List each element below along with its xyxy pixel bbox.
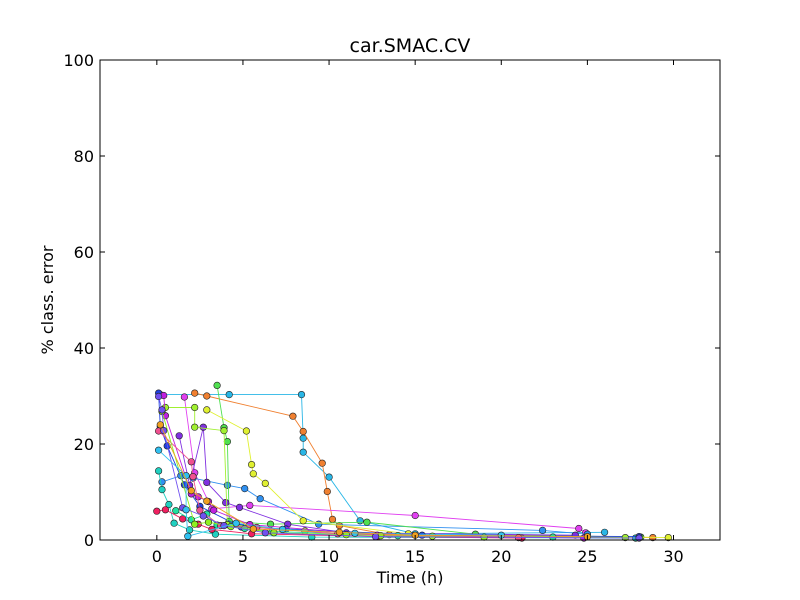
x-tick-label: 30 xyxy=(663,547,683,566)
x-tick-label: 10 xyxy=(319,547,339,566)
y-tick-label: 0 xyxy=(84,531,94,550)
data-point xyxy=(297,391,306,399)
data-point xyxy=(156,421,164,429)
data-point xyxy=(261,529,269,537)
data-point xyxy=(203,406,211,414)
data-point xyxy=(155,467,163,475)
data-point xyxy=(289,412,297,420)
data-point xyxy=(538,526,547,535)
x-tick-label: 15 xyxy=(405,547,425,566)
data-point xyxy=(153,507,161,515)
data-point xyxy=(225,391,233,399)
data-point xyxy=(158,486,166,494)
data-point xyxy=(170,519,178,527)
y-tick-label: 80 xyxy=(74,147,94,166)
data-point xyxy=(223,481,231,489)
series-1 xyxy=(191,389,657,542)
data-point xyxy=(575,524,583,533)
data-point xyxy=(261,479,269,488)
y-tick-label: 60 xyxy=(74,243,94,262)
data-point xyxy=(211,530,219,538)
data-point xyxy=(664,533,672,542)
data-point xyxy=(203,497,211,505)
data-point xyxy=(249,525,257,533)
data-point xyxy=(372,532,380,541)
data-point xyxy=(411,511,419,520)
data-point xyxy=(328,515,337,524)
data-point xyxy=(600,528,609,536)
series-6 xyxy=(155,467,640,542)
data-point xyxy=(199,423,207,431)
data-point xyxy=(279,525,287,534)
data-point xyxy=(210,506,218,514)
data-point xyxy=(213,381,221,390)
data-point xyxy=(158,478,166,486)
data-point xyxy=(223,438,231,446)
data-point xyxy=(172,507,180,515)
data-point xyxy=(196,506,204,514)
series-line xyxy=(206,409,669,539)
data-point xyxy=(191,389,199,397)
data-point xyxy=(180,393,188,401)
data-point xyxy=(232,519,240,527)
y-tick-label: 40 xyxy=(74,339,94,358)
x-tick-label: 5 xyxy=(238,547,248,566)
data-point xyxy=(179,515,187,523)
data-point xyxy=(191,520,199,528)
data-point xyxy=(242,427,250,435)
x-axis-label: Time (h) xyxy=(376,568,444,587)
plot-frame xyxy=(99,59,721,541)
data-point xyxy=(315,520,323,528)
data-point xyxy=(318,459,326,467)
data-point xyxy=(248,461,256,469)
data-point xyxy=(299,427,307,436)
data-point xyxy=(299,517,307,525)
plot-area xyxy=(100,60,720,540)
data-point xyxy=(189,473,197,481)
data-point xyxy=(241,485,249,493)
data-point xyxy=(191,403,199,412)
data-point xyxy=(184,532,192,540)
data-point xyxy=(175,432,183,440)
data-point xyxy=(325,473,333,481)
y-tick-label: 20 xyxy=(74,435,94,454)
data-point xyxy=(256,495,264,503)
x-tick-label: 0 xyxy=(152,547,162,566)
y-tick-label: 100 xyxy=(63,51,94,70)
data-point xyxy=(155,392,163,401)
tick-layer: 0 5 10 15 20 25 30 0 20 40 60 80 100 xyxy=(63,51,720,566)
data-point xyxy=(187,458,195,466)
data-point xyxy=(220,427,228,435)
series-layer xyxy=(153,381,672,542)
data-point xyxy=(158,406,166,414)
data-point xyxy=(155,446,163,454)
data-point xyxy=(235,503,244,512)
data-point xyxy=(187,487,195,495)
data-point xyxy=(299,448,307,456)
data-point xyxy=(203,392,211,400)
data-point xyxy=(549,533,557,541)
data-point xyxy=(323,487,331,496)
data-point xyxy=(246,501,254,510)
x-tick-label: 20 xyxy=(491,547,511,566)
data-point xyxy=(182,506,190,514)
y-axis-label: % class. error xyxy=(38,245,57,354)
data-point xyxy=(249,470,257,478)
data-point xyxy=(222,499,230,507)
series-7 xyxy=(175,423,579,539)
data-point xyxy=(363,518,371,526)
series-5 xyxy=(203,406,672,542)
data-point xyxy=(161,506,169,514)
data-point xyxy=(165,500,173,509)
data-point xyxy=(356,517,364,525)
chart-title: car.SMAC.CV xyxy=(350,35,471,57)
data-point xyxy=(191,423,199,431)
data-point xyxy=(199,512,207,520)
x-tick-label: 25 xyxy=(577,547,597,566)
data-point xyxy=(203,478,211,487)
data-point xyxy=(335,528,344,536)
series-line xyxy=(194,392,653,539)
